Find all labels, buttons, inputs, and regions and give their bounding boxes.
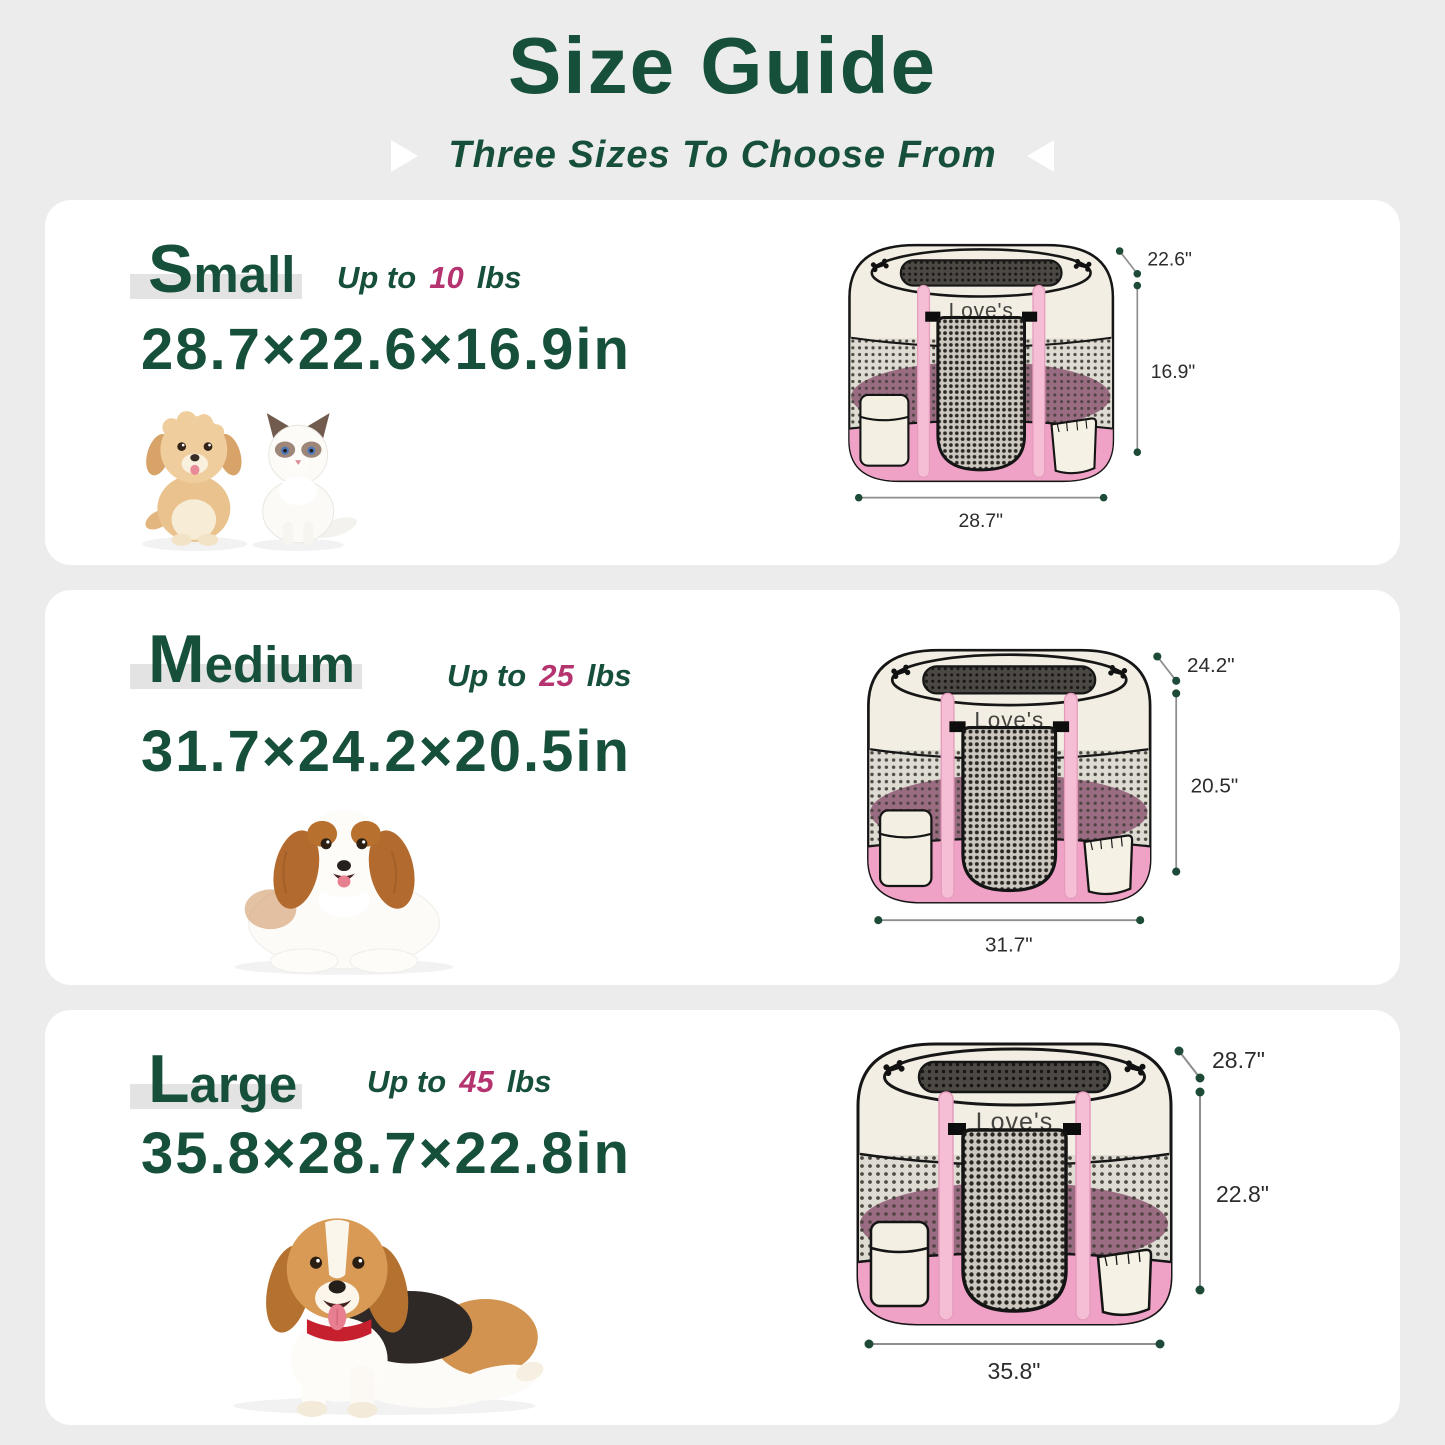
left-pointing-triangle-icon	[1026, 139, 1054, 172]
dimensions-text-medium: 31.7×24.2×20.5in	[141, 719, 631, 784]
weight-prefix: Up to	[367, 1064, 447, 1099]
playpen-diagram-medium: 24.2" 20.5" 31.7"	[854, 634, 1286, 960]
weight-prefix: Up to	[447, 658, 527, 693]
size-name-rest: edium	[204, 636, 355, 693]
size-card-medium: Medium Up to 25 lbs 31.7×24.2×20.5in	[45, 590, 1400, 985]
puppy-illustration	[145, 411, 242, 546]
playpen-diagram-small: 22.6" 16.9" 28.7"	[836, 230, 1240, 535]
playpen-diagram-large: 28.7" 22.8" 35.8"	[842, 1026, 1322, 1388]
dimensions-text-large: 35.8×28.7×22.8in	[141, 1121, 631, 1186]
size-name-rest: arge	[189, 1056, 298, 1113]
size-name-initial: S	[148, 231, 194, 307]
size-name-rest: mall	[193, 246, 296, 303]
heading-highlight-bar	[130, 274, 302, 299]
weight-value: 10	[429, 260, 464, 295]
spaniel-image	[195, 782, 493, 976]
page-title: Size Guide	[508, 21, 937, 110]
height-dimension-label: 20.5"	[1191, 774, 1239, 797]
size-name-large: Large	[130, 1040, 302, 1118]
depth-dimension-label: 22.6"	[1147, 248, 1192, 270]
spaniel-illustration	[244, 809, 440, 974]
width-dimension-label: 28.7"	[959, 510, 1004, 532]
beagle-image	[203, 1176, 551, 1418]
heading-highlight-bar	[130, 664, 362, 689]
size-card-small: Small Up to 10 lbs 28.7×22.6×16.9in	[45, 200, 1400, 565]
puppy-and-cat-image	[131, 402, 359, 554]
depth-dimension-label: 28.7"	[1212, 1047, 1265, 1073]
size-name-initial: L	[148, 1041, 190, 1117]
heading-highlight-bar	[130, 1084, 302, 1109]
page-subtitle: Three Sizes To Choose From	[448, 134, 997, 176]
width-dimension-label: 35.8"	[988, 1358, 1041, 1384]
weight-value: 25	[539, 658, 574, 693]
size-card-large: Large Up to 45 lbs 35.8×28.7×22.8in	[45, 1010, 1400, 1425]
depth-dimension-label: 24.2"	[1187, 654, 1235, 677]
weight-limit-large: Up to 45 lbs	[367, 1064, 551, 1100]
cat-illustration	[262, 413, 358, 546]
size-name-initial: M	[148, 621, 205, 697]
weight-value: 45	[459, 1064, 494, 1099]
weight-unit: lbs	[586, 658, 632, 693]
weight-prefix: Up to	[337, 260, 417, 295]
weight-unit: lbs	[476, 260, 522, 295]
beagle-illustration	[266, 1218, 544, 1418]
dimensions-text-small: 28.7×22.6×16.9in	[141, 317, 631, 382]
weight-unit: lbs	[506, 1064, 552, 1099]
height-dimension-label: 16.9"	[1151, 361, 1196, 383]
weight-limit-medium: Up to 25 lbs	[447, 658, 631, 694]
height-dimension-label: 22.8"	[1216, 1181, 1269, 1207]
subtitle-row: Three Sizes To Choose From	[0, 134, 1445, 177]
right-pointing-triangle-icon	[391, 139, 419, 172]
width-dimension-label: 31.7"	[985, 934, 1033, 957]
weight-limit-small: Up to 10 lbs	[337, 260, 521, 296]
size-name-medium: Medium	[130, 620, 362, 698]
size-name-small: Small	[130, 230, 302, 308]
